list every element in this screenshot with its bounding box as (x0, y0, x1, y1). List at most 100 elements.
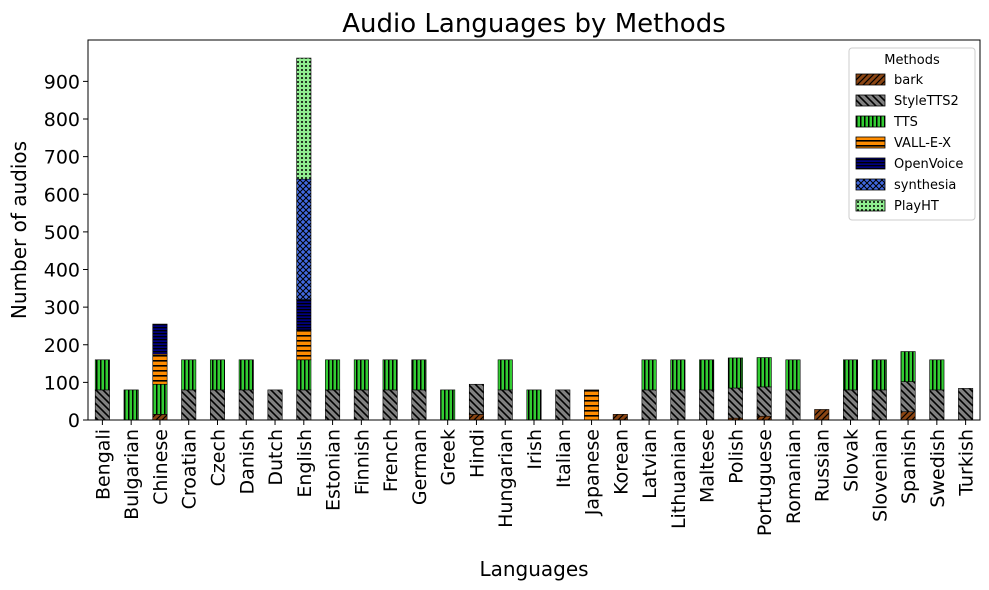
bar-segment-bark (612, 414, 628, 421)
x-tick-label: Bengali (92, 429, 114, 500)
legend-title: Methods (884, 53, 940, 68)
bar-segment-tts (727, 357, 743, 389)
y-tick-label: 600 (44, 184, 80, 206)
bar-segment-styletts2 (785, 389, 801, 421)
bars (94, 57, 974, 421)
bar-segment-tts (699, 359, 715, 391)
bar-segment-bark (152, 414, 168, 421)
bar-segment-styletts2 (382, 389, 398, 421)
legend-swatch (855, 199, 886, 212)
legend-swatch (855, 94, 886, 107)
x-axis-label: Languages (479, 557, 588, 581)
y-tick-label: 100 (44, 372, 80, 394)
x-tick-label: Bulgarian (121, 429, 143, 520)
x-tick-label: Italian (553, 429, 575, 488)
bar-segment-tts (325, 359, 341, 391)
bar-segment-styletts2 (181, 389, 197, 421)
bar-segment-openvoice (152, 323, 168, 355)
bar-segment-tts (411, 359, 427, 391)
y-tick-label: 700 (44, 147, 80, 169)
bar-segment-synthesia (296, 178, 312, 300)
bar-segment-styletts2 (699, 389, 715, 421)
bar-segment-openvoice (296, 299, 312, 331)
bar-segment-bark (468, 414, 484, 421)
bar-segment-styletts2 (843, 389, 859, 421)
x-tick-label: English (294, 429, 316, 498)
legend-box (848, 47, 976, 221)
bar-segment-styletts2 (555, 389, 571, 421)
x-tick-label: Irish (524, 429, 546, 470)
y-tick-label: 0 (68, 410, 80, 432)
x-tick-label: Croatian (179, 429, 201, 509)
x-tick-label: Polish (725, 429, 747, 484)
bar-segment-styletts2 (353, 389, 369, 421)
bar-segment-tts (353, 359, 369, 391)
bar-segment-tts (209, 359, 225, 391)
x-tick-label: Maltese (697, 429, 719, 503)
x-tick-label: Spanish (898, 429, 920, 504)
bar-segment-styletts2 (900, 381, 916, 413)
bar-segment-tts (871, 359, 887, 391)
bar-segment-styletts2 (94, 389, 110, 421)
legend-swatch (855, 136, 886, 149)
x-tick-label: Hindi (466, 429, 488, 478)
bar-segment-playht (296, 57, 312, 180)
x-tick-label: Portuguese (754, 429, 776, 536)
x-tick-label: German (409, 429, 431, 505)
y-tick-label: 900 (44, 71, 80, 93)
bar-segment-vall-e-x (152, 353, 168, 385)
x-tick-label: Danish (236, 429, 258, 495)
bar-segment-styletts2 (727, 387, 743, 419)
bar-segment-bark (814, 409, 830, 421)
legend-entry: bark (894, 73, 924, 88)
bar-segment-tts (670, 359, 686, 391)
bar-segment-tts (94, 359, 110, 391)
bar-segment-styletts2 (670, 389, 686, 421)
bar-segment-tts (181, 359, 197, 391)
legend-entry: OpenVoice (894, 157, 963, 172)
bar-segment-styletts2 (929, 389, 945, 421)
bar-segment-bark (900, 411, 916, 421)
bar-segment-tts (382, 359, 398, 391)
plot-frame (87, 39, 981, 421)
bar-segment-styletts2 (468, 383, 484, 415)
bar-segment-tts (756, 357, 772, 388)
bar-segment-tts (843, 359, 859, 391)
legend-entry: TTS (893, 115, 918, 130)
x-tick-label: Russian (812, 429, 834, 502)
bar-segment-styletts2 (296, 389, 312, 421)
bar-segment-vall-e-x (296, 329, 312, 361)
legend-entry: VALL-E-X (894, 136, 951, 151)
bar-segment-tts (123, 389, 139, 421)
bar-segment-tts (238, 359, 254, 391)
x-tick-label: Slovak (841, 429, 863, 492)
bar-segment-styletts2 (411, 389, 427, 421)
bar-segment-styletts2 (871, 389, 887, 421)
bar-segment-styletts2 (325, 389, 341, 421)
bar-segment-tts (440, 389, 456, 421)
x-tick-label: Slovenian (869, 429, 891, 522)
bar-segment-styletts2 (209, 389, 225, 421)
x-tick-label: Turkish (956, 429, 978, 497)
bar-segment-styletts2 (238, 389, 254, 421)
y-tick-label: 800 (44, 109, 80, 131)
x-tick-label: Lithuanian (668, 429, 690, 529)
y-tick-label: 400 (44, 260, 80, 282)
y-axis-label: Number of audios (7, 141, 31, 319)
legend-swatch (855, 178, 886, 191)
bar-segment-tts (152, 383, 168, 415)
bar-segment-tts (900, 351, 916, 382)
bar-segment-tts (641, 359, 657, 391)
bar-segment-vall-e-x (584, 389, 600, 421)
legend-entry: synthesia (894, 178, 956, 193)
bar-segment-styletts2 (958, 388, 974, 421)
bar-segment-tts (497, 359, 513, 391)
legend-swatch (855, 73, 886, 86)
y-tick-label: 200 (44, 335, 80, 357)
x-tick-label: Japanese (582, 429, 604, 516)
legend-entry: StyleTTS2 (894, 94, 959, 109)
x-tick-label: French (380, 429, 402, 492)
legend-swatch (855, 157, 886, 170)
bar-segment-styletts2 (756, 386, 772, 417)
bar-segment-styletts2 (497, 389, 513, 421)
